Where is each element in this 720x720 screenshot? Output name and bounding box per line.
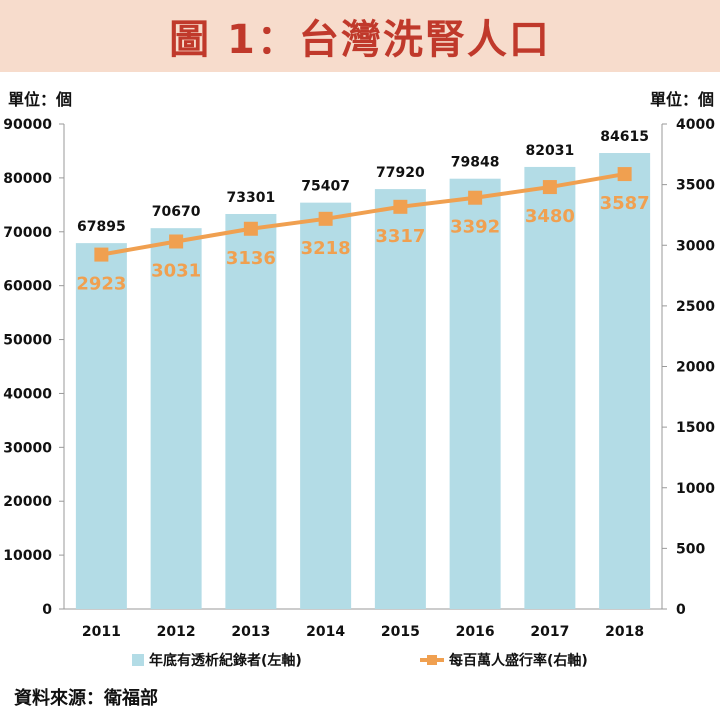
y-right-tick-label: 2000 bbox=[676, 360, 715, 376]
y-right-tick-label: 3500 bbox=[676, 178, 715, 194]
bar bbox=[75, 243, 127, 609]
title-banner: 圖 1：台灣洗腎人口 bbox=[0, 0, 720, 72]
y-right-tick-label: 1500 bbox=[676, 420, 715, 436]
x-tick-label: 2017 bbox=[530, 624, 569, 640]
line-point bbox=[393, 199, 408, 214]
y-right-tick-label: 1000 bbox=[676, 481, 715, 497]
x-tick-label: 2011 bbox=[82, 624, 121, 640]
legend-line-marker bbox=[427, 655, 437, 665]
x-tick-label: 2015 bbox=[381, 624, 420, 640]
y-right-tick-label: 0 bbox=[676, 602, 686, 618]
line-value-label: 3136 bbox=[226, 248, 276, 269]
y-left-tick-label: 50000 bbox=[3, 333, 52, 349]
bar bbox=[449, 178, 501, 609]
line-value-label: 2923 bbox=[76, 274, 126, 295]
x-tick-label: 2014 bbox=[306, 624, 345, 640]
y-left-tick-label: 40000 bbox=[3, 386, 52, 402]
series-line bbox=[101, 172, 625, 257]
bar-value-label: 77920 bbox=[376, 165, 425, 181]
bar bbox=[300, 202, 352, 609]
y-left-tick-label: 60000 bbox=[3, 279, 52, 295]
line-point bbox=[617, 167, 632, 182]
x-tick-label: 2016 bbox=[456, 624, 495, 640]
y-left-tick-label: 0 bbox=[42, 602, 52, 618]
bar-value-label: 75407 bbox=[301, 179, 350, 195]
bar-value-label: 73301 bbox=[227, 190, 276, 206]
legend-bar-swatch bbox=[132, 654, 144, 666]
line-value-label: 3587 bbox=[600, 193, 650, 214]
y-right-tick-label: 500 bbox=[676, 541, 705, 557]
y-left-tick-label: 80000 bbox=[3, 171, 52, 187]
line-point bbox=[169, 234, 184, 249]
y-right-tick-label: 4000 bbox=[676, 117, 715, 133]
line-value-label: 3392 bbox=[450, 217, 500, 238]
y-left-tick-label: 70000 bbox=[3, 225, 52, 241]
bar bbox=[599, 153, 651, 609]
bar-value-label: 70670 bbox=[152, 204, 201, 220]
left-axis-unit: 單位：個 bbox=[8, 90, 73, 109]
line-value-label: 3317 bbox=[375, 226, 425, 247]
bar-value-label: 79848 bbox=[451, 155, 500, 171]
line-point bbox=[318, 211, 333, 226]
line-point bbox=[468, 190, 483, 205]
right-axis-unit: 單位：個 bbox=[649, 90, 714, 109]
bar bbox=[374, 189, 426, 609]
bar-value-label: 67895 bbox=[77, 219, 126, 235]
bar-value-label: 82031 bbox=[526, 143, 575, 159]
y-right-tick-label: 3000 bbox=[676, 238, 715, 254]
line-value-label: 3218 bbox=[301, 238, 351, 259]
y-left-tick-label: 90000 bbox=[3, 117, 52, 133]
line-value-label: 3031 bbox=[151, 260, 201, 281]
y-left-tick-label: 30000 bbox=[3, 440, 52, 456]
x-tick-label: 2018 bbox=[605, 624, 644, 640]
y-right-tick-label: 2500 bbox=[676, 299, 715, 315]
line-point bbox=[243, 221, 258, 236]
line-point bbox=[94, 247, 109, 262]
bar bbox=[524, 166, 576, 609]
bar bbox=[225, 213, 277, 609]
legend-bar-label: 年底有透析紀錄者(左軸) bbox=[149, 652, 302, 669]
bar-value-label: 84615 bbox=[600, 129, 649, 145]
chart-title: 圖 1：台灣洗腎人口 bbox=[169, 17, 551, 63]
source-note: 資料來源：衛福部 bbox=[14, 688, 158, 709]
line-value-label: 3480 bbox=[525, 206, 575, 227]
y-left-tick-label: 10000 bbox=[3, 548, 52, 564]
y-left-tick-label: 20000 bbox=[3, 494, 52, 510]
legend-line-label: 每百萬人盛行率(右軸) bbox=[449, 652, 588, 669]
line-point bbox=[542, 180, 557, 195]
x-tick-label: 2013 bbox=[231, 624, 270, 640]
bar bbox=[150, 228, 202, 609]
x-tick-label: 2012 bbox=[157, 624, 196, 640]
